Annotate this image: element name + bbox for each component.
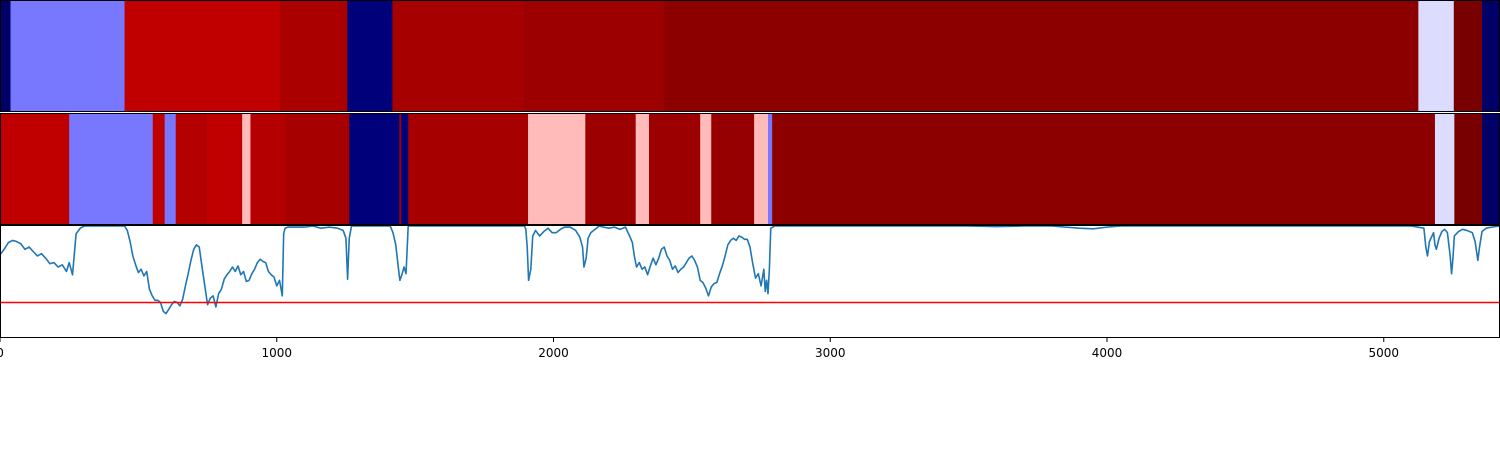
heatmap-track-2 (0, 113, 1500, 225)
track-2-segment-18 (711, 113, 755, 225)
track-2-segment-11 (401, 113, 409, 225)
track-1-segment-9 (1453, 0, 1483, 112)
track-2-segment-12 (408, 113, 529, 225)
track-2-segment-24 (1482, 113, 1500, 225)
track-2-segment-4 (175, 113, 208, 225)
track-2-segment-8 (285, 113, 350, 225)
track-2-segment-19 (754, 113, 769, 225)
track-2-segment-5 (207, 113, 243, 225)
x-tick-label-5000: 5000 (1368, 346, 1399, 360)
line-panel (0, 226, 1500, 315)
track-1-segment-10 (1482, 0, 1500, 112)
track-1-segment-1 (10, 0, 125, 112)
track-1-segment-6 (523, 0, 665, 112)
track-2-segment-1 (69, 113, 154, 225)
track-1-segment-4 (347, 0, 393, 112)
track-2-segment-7 (250, 113, 286, 225)
track-2-segment-15 (635, 113, 650, 225)
x-tick-label-2000: 2000 (538, 346, 569, 360)
x-tick-label-3000: 3000 (815, 346, 846, 360)
track-2-segment-2 (152, 113, 165, 225)
track-2-segment-3 (164, 113, 177, 225)
track-2-segment-6 (242, 113, 251, 225)
track-2-segment-13 (528, 113, 586, 225)
track-1-segment-3 (279, 0, 348, 112)
track-2-segment-22 (1434, 113, 1455, 225)
x-tick-label-1000: 1000 (261, 346, 292, 360)
track-2-segment-0 (0, 113, 70, 225)
series-line (0, 226, 1500, 315)
track-2-segment-21 (772, 113, 1436, 225)
track-1-segment-7 (664, 0, 1419, 112)
track-1-segment-8 (1418, 0, 1455, 112)
track-1-segment-5 (392, 0, 524, 112)
track-1-segment-0 (0, 0, 11, 112)
x-tick-label-0: 0 (0, 346, 4, 360)
track-2-segment-14 (585, 113, 636, 225)
track-1-segment-2 (124, 0, 280, 112)
track-2-segment-23 (1454, 113, 1483, 225)
x-tick-label-4000: 4000 (1092, 346, 1123, 360)
x-axis: 0 1000 2000 3000 4000 5000 (0, 338, 1399, 360)
track-2-segment-10 (399, 113, 402, 225)
track-2-segment-16 (648, 113, 701, 225)
track-2-segment-9 (349, 113, 400, 225)
track-2-segment-20 (767, 113, 773, 225)
heatmap-track-1 (0, 0, 1500, 112)
track-2-segment-17 (700, 113, 712, 225)
